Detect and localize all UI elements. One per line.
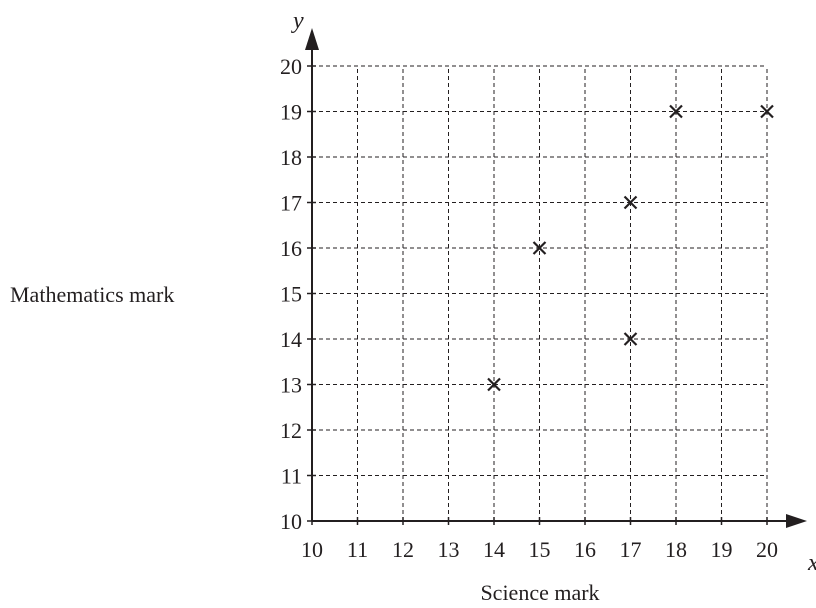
- x-tick-label: 10: [301, 537, 323, 562]
- ticks: 10 11 12 13 14 15 16 17 18 19 20 10 11 12 13 14 15 16 17 18…: [280, 54, 778, 562]
- data-points: [487, 104, 774, 392]
- x-tick-label: 11: [347, 537, 368, 562]
- x-tick-label: 14: [483, 537, 505, 562]
- scatter-point: [532, 241, 547, 255]
- axes: [305, 28, 807, 528]
- x-axis-arrow-icon: [786, 514, 807, 528]
- x-tick-label: 20: [756, 537, 778, 562]
- y-tick-label: 15: [280, 282, 302, 307]
- y-tick-label: 17: [280, 191, 302, 216]
- y-tick-label: 11: [281, 464, 302, 489]
- scatter-point: [760, 104, 774, 119]
- y-tick-label: 10: [280, 509, 302, 534]
- grid: [312, 65, 768, 521]
- x-tick-label: 18: [665, 537, 687, 562]
- y-tick-label: 20: [280, 54, 302, 79]
- axis-labels: y x Science mark Mathematics mark: [10, 8, 816, 605]
- x-tick-label: 16: [574, 537, 596, 562]
- scatter-point: [487, 377, 501, 392]
- x-axis-symbol: x: [807, 550, 816, 576]
- y-tick-label: 18: [280, 145, 302, 170]
- scatter-point: [669, 104, 683, 119]
- x-axis-title: Science mark: [480, 580, 599, 605]
- x-tick-label: 17: [620, 537, 642, 562]
- y-axis-arrow-icon: [305, 28, 319, 50]
- y-tick-label: 14: [280, 327, 302, 352]
- y-tick-label: 12: [280, 418, 302, 443]
- x-tick-label: 15: [529, 537, 551, 562]
- y-tick-label: 19: [280, 100, 302, 125]
- y-tick-label: 16: [280, 236, 302, 261]
- scatter-point: [623, 332, 638, 346]
- y-axis-symbol: y: [291, 8, 304, 34]
- y-tick-label: 13: [280, 373, 302, 398]
- x-tick-label: 13: [438, 537, 460, 562]
- y-axis-title: Mathematics mark: [10, 282, 174, 307]
- x-tick-label: 19: [711, 537, 733, 562]
- scatter-point: [623, 195, 638, 210]
- x-tick-label: 12: [392, 537, 414, 562]
